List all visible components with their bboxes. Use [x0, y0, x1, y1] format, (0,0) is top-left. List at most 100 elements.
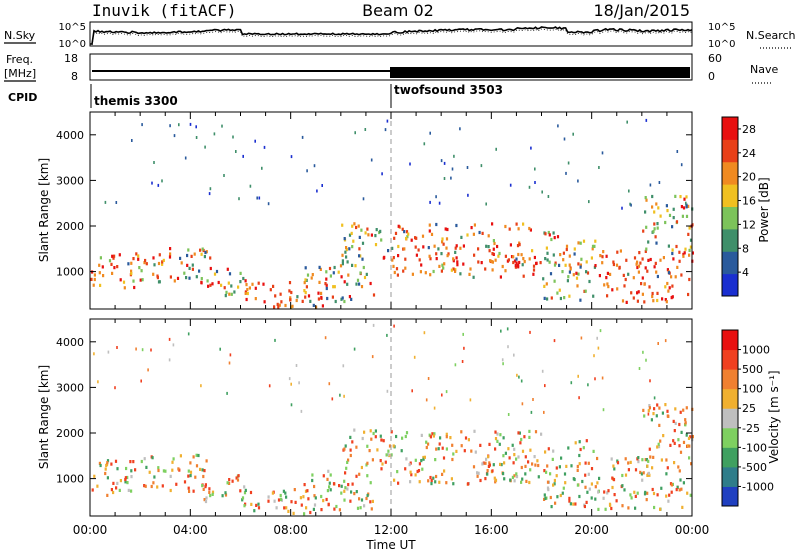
- echo-cell: [356, 278, 360, 282]
- echo-cell: [228, 272, 232, 276]
- echo-cell: [104, 467, 107, 471]
- echo-cell: [606, 271, 609, 275]
- echo-cell: [531, 249, 534, 253]
- echo-cell: [546, 251, 549, 255]
- velocity-colorbar-label: Velocity [m s⁻¹]: [767, 370, 781, 463]
- echo-cell: [459, 127, 461, 131]
- echo-cell: [363, 504, 366, 508]
- echo-cell: [262, 282, 265, 286]
- echo-cell: [676, 265, 679, 269]
- freq-label-line2: [MHz]: [4, 67, 36, 80]
- echo-cell: [171, 460, 174, 464]
- echo-cell: [568, 254, 571, 258]
- echo-cell: [679, 450, 683, 454]
- echo-cell: [512, 255, 515, 259]
- freq-left-tick-top: 18: [64, 52, 78, 65]
- echo-cell: [224, 493, 228, 497]
- echo-cell: [672, 216, 675, 220]
- echo-cell: [579, 265, 582, 269]
- echo-cell: [610, 457, 613, 461]
- echo-cell: [594, 377, 596, 381]
- echo-cell: [208, 490, 211, 494]
- echo-cell: [326, 489, 329, 493]
- echo-cell: [235, 476, 238, 480]
- echo-cell: [472, 275, 475, 279]
- echo-cell: [342, 364, 345, 368]
- echo-cell: [393, 236, 396, 240]
- echo-cell: [106, 459, 110, 463]
- station-title: Inuvik (fitACF): [92, 1, 237, 20]
- echo-cell: [187, 469, 190, 473]
- echo-cell: [584, 485, 587, 489]
- echo-cell: [485, 457, 488, 461]
- echo-cell: [144, 484, 147, 488]
- echo-cell: [441, 446, 444, 450]
- echo-cell: [317, 297, 320, 301]
- echo-cell: [596, 456, 599, 461]
- echo-cell: [645, 458, 648, 462]
- echo-cell: [444, 227, 447, 231]
- echo-cell: [603, 283, 606, 287]
- echo-cell: [443, 161, 446, 165]
- echo-cell: [355, 225, 358, 230]
- echo-cell: [421, 234, 425, 238]
- echo-cell: [321, 184, 323, 187]
- echo-cell: [499, 462, 502, 466]
- echo-cell: [307, 294, 311, 298]
- echo-cell: [409, 470, 412, 474]
- echo-cell: [543, 284, 546, 288]
- echo-cell: [621, 504, 624, 508]
- echo-cell: [522, 274, 525, 278]
- echo-cell: [485, 202, 487, 206]
- echo-cell: [513, 259, 517, 263]
- echo-cell: [543, 493, 546, 497]
- echo-cell: [171, 468, 174, 472]
- echo-cell: [553, 339, 556, 343]
- echo-cell: [657, 206, 660, 210]
- echo-cell: [657, 342, 659, 345]
- echo-cell: [280, 300, 283, 304]
- freq-left-tick-bottom: 8: [71, 70, 78, 83]
- echo-cell: [528, 480, 531, 485]
- echo-cell: [239, 271, 242, 275]
- echo-cell: [496, 244, 499, 249]
- power-colorbar-swatch: [722, 206, 738, 230]
- echo-cell: [651, 466, 654, 470]
- echo-cell: [328, 481, 331, 485]
- echo-cell: [659, 439, 662, 443]
- echo-cell: [607, 489, 610, 493]
- velocity-colorbar-tick-label: 100: [742, 383, 763, 396]
- echo-cell: [344, 486, 347, 490]
- echo-cell: [300, 503, 303, 507]
- echo-cell: [480, 261, 483, 265]
- nave-right-tick-bottom: 0: [708, 70, 715, 83]
- echo-cell: [147, 368, 149, 372]
- echo-cell: [442, 456, 446, 460]
- echo-cell: [361, 241, 365, 245]
- echo-cell: [639, 261, 642, 265]
- echo-cell: [106, 476, 109, 480]
- echo-cell: [548, 260, 551, 264]
- echo-cell: [200, 277, 203, 281]
- echo-cell: [350, 231, 353, 235]
- echo-cell: [184, 156, 187, 160]
- echo-cell: [380, 467, 383, 471]
- power-colorbar-tick-label: 4: [742, 266, 749, 279]
- echo-cell: [328, 485, 331, 489]
- echo-cell: [279, 493, 282, 498]
- echo-cell: [106, 461, 109, 465]
- echo-cell: [500, 329, 502, 333]
- echo-cell: [277, 498, 281, 502]
- echo-cell: [619, 249, 622, 253]
- echo-cell: [484, 477, 487, 481]
- echo-cell: [189, 461, 192, 465]
- echo-cell: [345, 248, 348, 252]
- echo-cell: [484, 267, 487, 271]
- echo-cell: [503, 461, 506, 465]
- echo-cell: [157, 280, 161, 284]
- velocity-colorbar-tick-label: -1000: [742, 480, 774, 493]
- echo-cell: [486, 472, 489, 476]
- echo-cell: [435, 257, 438, 261]
- echo-cell: [379, 229, 382, 233]
- echo-cell: [588, 487, 591, 491]
